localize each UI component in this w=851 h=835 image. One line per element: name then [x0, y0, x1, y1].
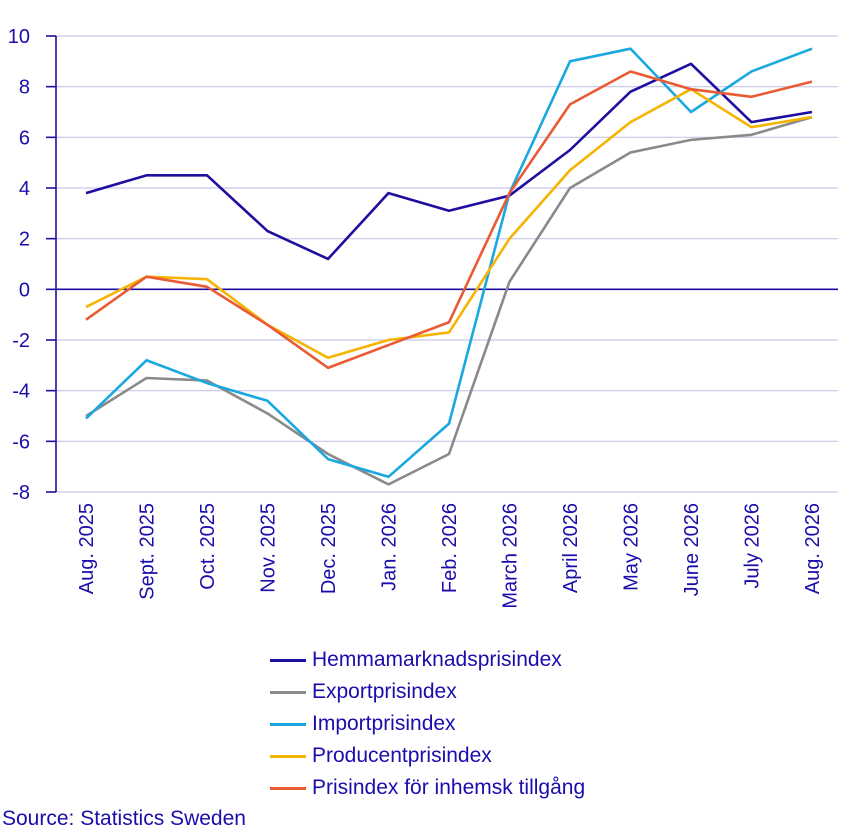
y-tick-label: 4 [19, 178, 30, 200]
series-line [85, 70, 813, 370]
y-tick-label: 0 [19, 279, 30, 301]
legend-item: Producentprisindex [270, 740, 585, 772]
source-note: Source: Statistics Sweden [2, 807, 246, 830]
x-tick-label: Feb. 2026 [439, 503, 461, 593]
gridlines [56, 35, 838, 493]
x-tick-label: Jan. 2026 [379, 503, 401, 591]
legend: Hemmamarknadsprisindex Exportprisindex I… [270, 644, 585, 804]
legend-label: Producentprisindex [312, 744, 492, 767]
x-tick-label: April 2026 [560, 503, 582, 593]
legend-item: Hemmamarknadsprisindex [270, 644, 585, 676]
y-tick-label: -6 [12, 431, 30, 453]
legend-label: Prisindex för inhemsk tillgång [312, 776, 586, 799]
x-tick-label: Aug. 2026 [802, 503, 824, 594]
y-tick-label: 8 [19, 77, 30, 99]
axes [46, 35, 838, 493]
series-line [85, 87, 813, 360]
x-tick-label: Oct. 2025 [197, 503, 219, 590]
y-tick-label: -2 [12, 330, 30, 352]
legend-label: Exportprisindex [312, 680, 457, 703]
x-tick-label: May 2026 [621, 503, 643, 591]
legend-swatch [270, 722, 306, 726]
legend-swatch [270, 690, 306, 694]
series-line [85, 115, 813, 486]
x-tick-label: Dec. 2025 [318, 503, 340, 594]
legend-item: Exportprisindex [270, 676, 585, 708]
x-tick-label: Sept. 2025 [137, 503, 159, 600]
series-lines [85, 47, 813, 486]
legend-label: Importprisindex [312, 712, 456, 735]
series-line [85, 47, 813, 479]
x-tick-label: July 2026 [742, 503, 764, 589]
legend-swatch [270, 754, 306, 758]
x-tick-label: March 2026 [500, 503, 522, 609]
x-tick-label: June 2026 [681, 503, 703, 596]
legend-label: Hemmamarknadsprisindex [312, 648, 562, 671]
x-tick-labels: Aug. 2025 Sept. 2025 Oct. 2025 Nov. 2025 Dec… [76, 503, 824, 609]
y-tick-label: -8 [12, 482, 30, 504]
series-line [85, 62, 813, 261]
y-tick-label: -4 [12, 381, 30, 403]
y-tick-label: 2 [19, 229, 30, 251]
x-tick-label: Nov. 2025 [258, 503, 280, 593]
line-chart: 10 8 6 4 2 0 -2 -4 -6 -8 Aug. 2025 Sept. 2025 Oct. … [8, 26, 838, 609]
legend-swatch [270, 658, 306, 662]
x-tick-label: Aug. 2025 [76, 503, 98, 594]
legend-item: Importprisindex [270, 708, 585, 740]
legend-swatch [270, 786, 306, 790]
legend-item: Prisindex för inhemsk tillgång [270, 772, 585, 804]
y-tick-label: 10 [8, 26, 30, 48]
y-tick-labels: 10 8 6 4 2 0 -2 -4 -6 -8 [8, 26, 30, 504]
y-tick-label: 6 [19, 127, 30, 149]
